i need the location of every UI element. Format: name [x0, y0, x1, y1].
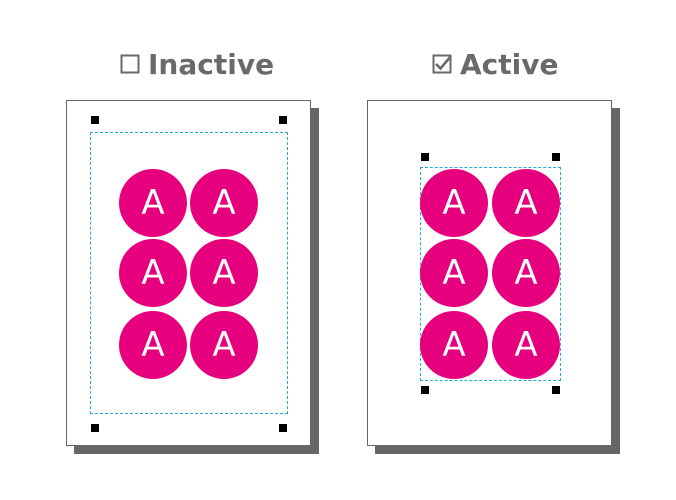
- checked-checkbox-icon: [432, 54, 452, 74]
- page-sheet: A A A A A A: [66, 100, 311, 446]
- active-heading: Active: [432, 44, 559, 84]
- label-circle: A: [190, 169, 258, 237]
- inactive-heading-label: Inactive: [148, 47, 275, 81]
- label-circle: A: [119, 311, 187, 379]
- resize-handle-top-left[interactable]: [91, 116, 99, 124]
- dashed-margin-outline: [90, 132, 288, 414]
- label-circle: A: [119, 239, 187, 307]
- resize-handle-bottom-left[interactable]: [421, 386, 429, 394]
- label-circle: A: [119, 169, 187, 237]
- label-circle: A: [492, 311, 560, 379]
- resize-handle-bottom-left[interactable]: [91, 424, 99, 432]
- resize-handle-top-right[interactable]: [552, 153, 560, 161]
- label-circle: A: [420, 311, 488, 379]
- active-heading-label: Active: [460, 47, 559, 81]
- resize-handle-bottom-right[interactable]: [552, 386, 560, 394]
- resize-handle-bottom-right[interactable]: [279, 424, 287, 432]
- label-circle: A: [492, 239, 560, 307]
- label-circle: A: [190, 311, 258, 379]
- label-circle: A: [420, 239, 488, 307]
- label-circle: A: [492, 169, 560, 237]
- page-sheet: A A A A A A: [367, 100, 612, 446]
- label-circle: A: [190, 239, 258, 307]
- resize-handle-top-left[interactable]: [421, 153, 429, 161]
- resize-handle-top-right[interactable]: [279, 116, 287, 124]
- label-circle: A: [420, 169, 488, 237]
- inactive-heading: Inactive: [120, 44, 274, 84]
- empty-checkbox-icon: [120, 54, 140, 74]
